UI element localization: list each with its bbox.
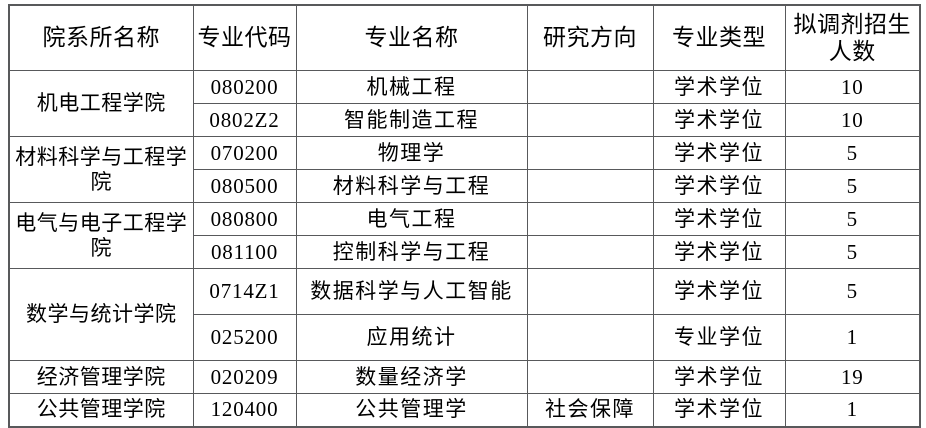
cell-type: 学术学位 [652,136,786,170]
cell-code: 025200 [192,314,297,361]
table-row: 025200 应用统计 专业学位 1 [9,314,921,361]
cell-direction [526,314,654,361]
cell-major: 应用统计 [295,314,528,361]
cell-count: 10 [784,70,921,104]
cell-code: 070200 [192,136,297,170]
cell-code: 081100 [192,235,297,269]
cell-code: 0714Z1 [192,268,297,315]
adjustment-quota-table: 院系所名称 专业代码 专业名称 研究方向 专业类型 拟调剂招生人数 机电工程学院… [8,4,921,428]
cell-dept: 数学与统计学院 [8,268,194,361]
cell-direction [526,136,654,170]
cell-direction [526,169,654,203]
column-header-major: 专业名称 [295,4,528,71]
cell-direction [526,360,654,394]
cell-type: 学术学位 [652,103,786,137]
table-row: 080500 材料科学与工程 学术学位 5 [9,169,921,203]
cell-type: 专业学位 [652,314,786,361]
table-body: 机电工程学院 080200 机械工程 学术学位 10 0802Z2 智能制造工程… [8,70,921,427]
cell-type: 学术学位 [652,360,786,394]
cell-dept: 机电工程学院 [8,70,194,137]
cell-major: 电气工程 [295,202,528,236]
cell-major: 材料科学与工程 [295,169,528,203]
cell-major: 公共管理学 [295,393,528,427]
cell-dept: 电气与电子工程学院 [8,202,194,269]
cell-major: 数量经济学 [295,360,528,394]
table-row: 电气与电子工程学院 080800 电气工程 学术学位 5 [8,202,921,269]
cell-major: 数据科学与人工智能 [295,268,528,315]
cell-major: 物理学 [295,136,528,170]
cell-direction [526,235,654,269]
cell-type: 学术学位 [652,268,786,315]
cell-code: 080200 [192,70,297,104]
column-header-direction: 研究方向 [526,4,654,71]
cell-type: 学术学位 [652,202,786,236]
table-header: 院系所名称 专业代码 专业名称 研究方向 专业类型 拟调剂招生人数 [8,4,921,71]
cell-code: 080800 [192,202,297,236]
cell-direction [526,268,654,315]
table-row: 机电工程学院 080200 机械工程 学术学位 10 [8,70,921,137]
cell-code: 120400 [192,393,297,427]
table-row: 0802Z2 智能制造工程 学术学位 10 [9,103,921,137]
cell-direction [526,70,654,104]
cell-count: 1 [784,393,921,427]
table-row: 数学与统计学院 0714Z1 数据科学与人工智能 学术学位 5 [8,268,921,361]
cell-type: 学术学位 [652,169,786,203]
column-header-dept: 院系所名称 [8,4,194,71]
cell-type: 学术学位 [652,393,786,427]
column-header-code: 专业代码 [192,4,297,71]
cell-dept: 公共管理学院 [8,393,194,427]
table-row: 公共管理学院 120400 公共管理学 社会保障 学术学位 1 [8,393,921,427]
cell-count: 5 [784,268,921,315]
cell-count: 5 [784,235,921,269]
cell-code: 080500 [192,169,297,203]
cell-count: 1 [784,314,921,361]
cell-major: 智能制造工程 [295,103,528,137]
cell-count: 5 [784,169,921,203]
cell-type: 学术学位 [652,235,786,269]
header-row: 院系所名称 专业代码 专业名称 研究方向 专业类型 拟调剂招生人数 [8,4,921,71]
table-row: 081100 控制科学与工程 学术学位 5 [9,235,921,269]
table-row: 经济管理学院 020209 数量经济学 学术学位 19 [8,360,921,394]
cell-direction [526,202,654,236]
cell-direction [526,103,654,137]
column-header-count: 拟调剂招生人数 [784,4,921,71]
cell-major: 控制科学与工程 [295,235,528,269]
cell-code: 020209 [192,360,297,394]
cell-code: 0802Z2 [192,103,297,137]
cell-count: 5 [784,202,921,236]
cell-dept: 材料科学与工程学院 [8,136,194,203]
cell-count: 19 [784,360,921,394]
cell-dept: 经济管理学院 [8,360,194,394]
cell-type: 学术学位 [652,70,786,104]
table-row: 材料科学与工程学院 070200 物理学 学术学位 5 [8,136,921,203]
cell-major: 机械工程 [295,70,528,104]
cell-direction: 社会保障 [526,393,654,427]
column-header-type: 专业类型 [652,4,786,71]
cell-count: 10 [784,103,921,137]
cell-count: 5 [784,136,921,170]
